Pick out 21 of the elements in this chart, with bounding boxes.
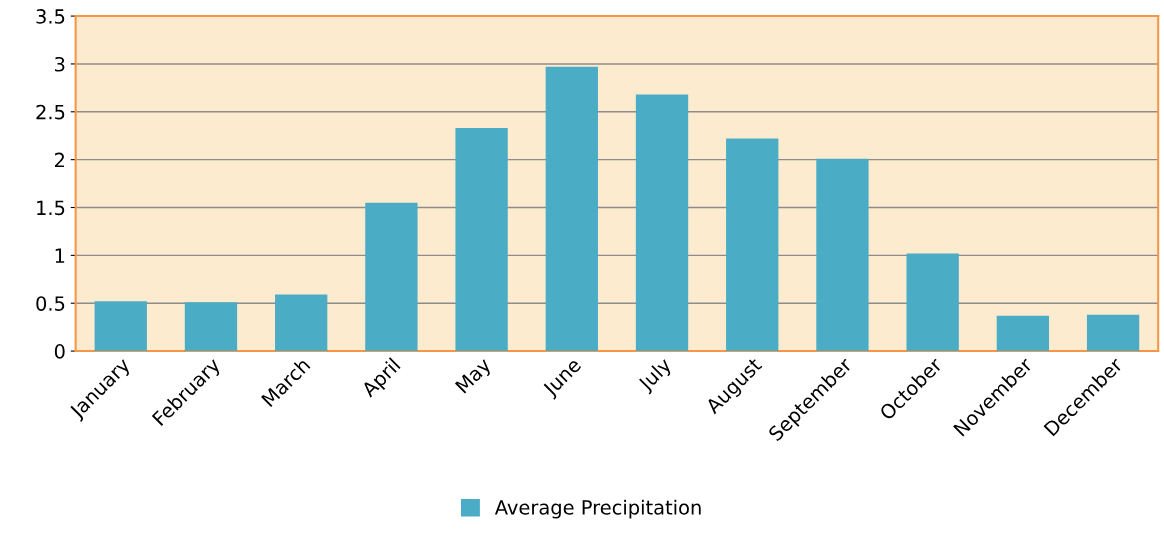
bar — [726, 138, 779, 352]
y-tick-label: 0.5 — [36, 296, 65, 311]
y-tick-label: 0 — [54, 344, 65, 359]
bar — [635, 94, 689, 352]
y-tick-label: 1.5 — [37, 200, 65, 216]
bar — [455, 128, 508, 352]
y-tick-label: 3.5 — [36, 9, 65, 24]
bar — [816, 158, 869, 352]
y-tick-label: 2 — [54, 152, 64, 168]
bar — [365, 202, 418, 352]
y-tick-label: 3 — [55, 56, 65, 72]
bar — [1086, 314, 1140, 352]
bar — [996, 315, 1050, 352]
bar — [545, 66, 598, 352]
legend-label: Average Precipitation — [494, 499, 701, 519]
bar — [275, 294, 328, 352]
y-tick-label: 1 — [55, 248, 65, 263]
bar — [184, 302, 238, 352]
bar — [94, 301, 147, 352]
y-tick-label: 2.5 — [36, 104, 65, 120]
bar — [906, 253, 959, 352]
